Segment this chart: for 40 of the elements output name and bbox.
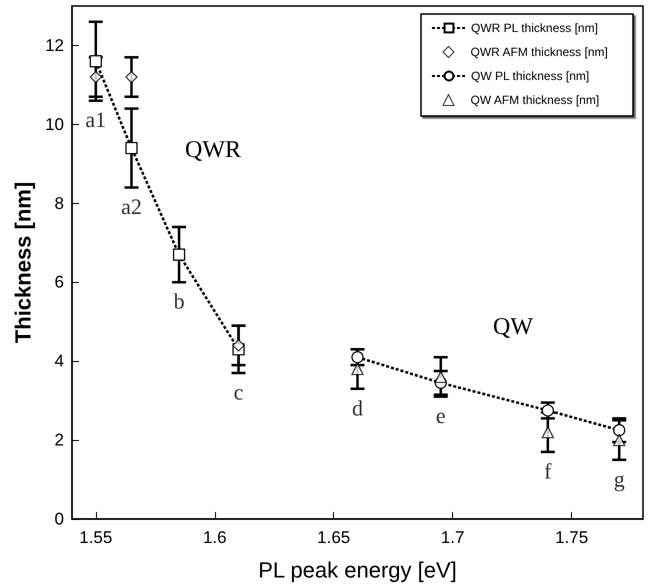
y-tick-label: 6 bbox=[54, 272, 64, 292]
x-axis-title: PL peak energy [eV] bbox=[258, 558, 457, 582]
point bbox=[90, 70, 102, 84]
x-tick-label: 1.55 bbox=[79, 528, 112, 547]
point bbox=[434, 370, 447, 384]
annotation: g bbox=[614, 466, 625, 492]
point bbox=[542, 404, 554, 417]
point bbox=[125, 70, 138, 84]
annotation: d bbox=[352, 395, 363, 420]
point bbox=[90, 55, 102, 68]
y-tick-label: 4 bbox=[54, 352, 64, 371]
point bbox=[542, 426, 554, 438]
legend-label: QW AFM thickness [nm] bbox=[470, 93, 600, 107]
x-tick-label: 1.75 bbox=[555, 528, 588, 547]
y-tick-label: 8 bbox=[54, 194, 64, 213]
point bbox=[613, 424, 626, 436]
legend-label: QWR AFM thickness [nm] bbox=[470, 45, 608, 59]
y-axis-title: Thickness [nm] bbox=[10, 182, 36, 344]
annotation: QW bbox=[493, 314, 534, 340]
legend-label: QW PL thickness [nm] bbox=[471, 69, 590, 83]
point bbox=[613, 434, 626, 446]
y-tick-label: 0 bbox=[54, 510, 64, 528]
point bbox=[125, 142, 138, 154]
y-tick-label: 12 bbox=[45, 36, 64, 55]
y-tick-label: 2 bbox=[54, 430, 64, 450]
x-tick-label: 1.6 bbox=[202, 528, 227, 547]
annotation: c bbox=[234, 379, 244, 404]
legend-label: QWR PL thickness [nm] bbox=[471, 21, 598, 35]
point bbox=[232, 339, 245, 352]
y-tick-label: 10 bbox=[45, 114, 64, 134]
point bbox=[172, 248, 186, 261]
point bbox=[351, 362, 364, 376]
annotation: b bbox=[174, 288, 185, 314]
x-tick-label: 1.65 bbox=[317, 528, 350, 547]
annotation: QWR bbox=[185, 137, 241, 163]
x-tick-label: 1.7 bbox=[440, 528, 464, 547]
annotation: a1 bbox=[85, 107, 106, 132]
annotation: f bbox=[544, 458, 552, 484]
annotation: a2 bbox=[121, 194, 142, 220]
annotation: e bbox=[436, 403, 446, 428]
